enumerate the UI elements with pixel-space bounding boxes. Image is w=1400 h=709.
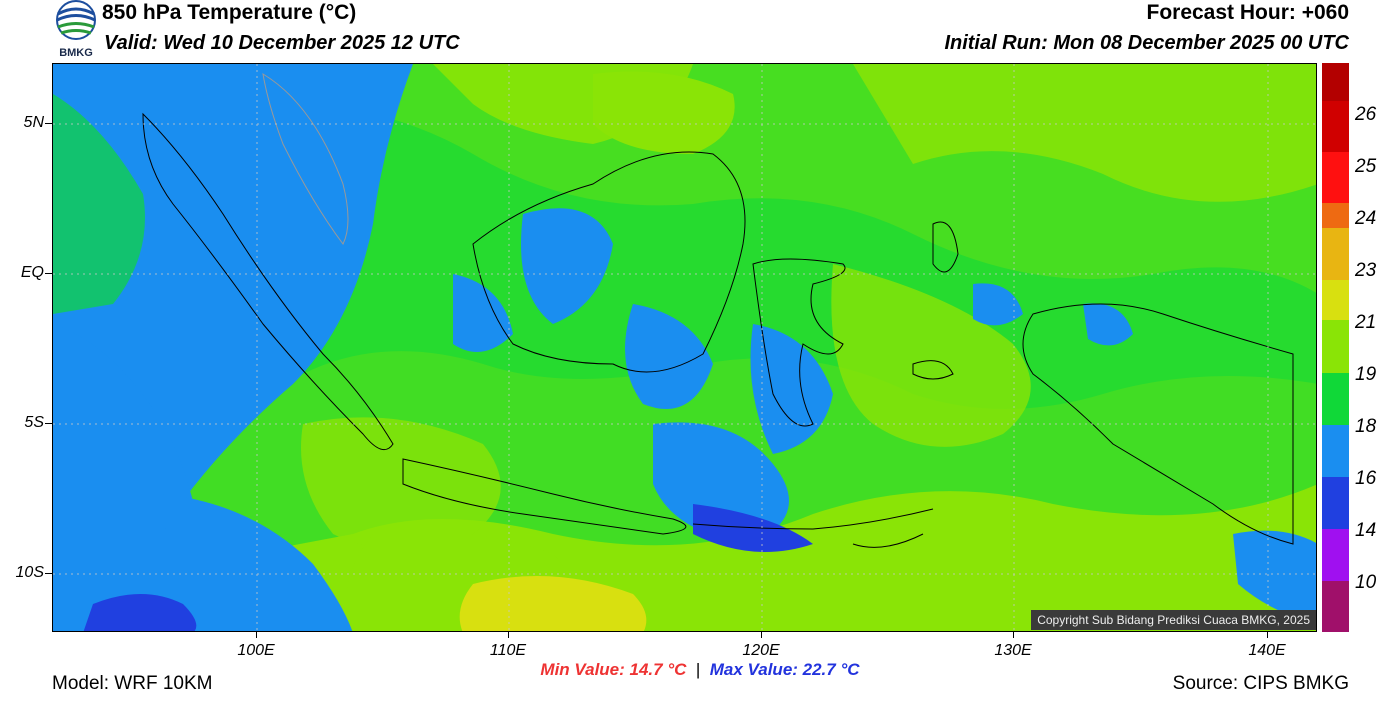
colorbar-segment	[1322, 373, 1349, 425]
colorbar-segment	[1322, 425, 1349, 477]
colorbar-label: 10	[1355, 572, 1377, 593]
colorbar-segment	[1322, 581, 1349, 632]
lon-label-100e: 100E	[237, 642, 275, 659]
temperature-map	[52, 63, 1317, 632]
lon-tick	[1267, 632, 1268, 638]
forecast-hour: Forecast Hour: +060	[1146, 1, 1350, 24]
colorbar-label: 24	[1355, 208, 1377, 229]
lat-tick	[45, 123, 52, 124]
colorbar-label: 25	[1355, 156, 1377, 177]
min-max-values: Min Value: 14.7 °C | Max Value: 22.7 °C	[0, 660, 1400, 680]
colorbar-segment	[1322, 203, 1349, 228]
min-max-separator: |	[695, 660, 701, 679]
lat-tick	[45, 273, 52, 274]
max-value-unit: °C	[840, 660, 860, 679]
colorbar	[1322, 63, 1349, 632]
lon-tick	[256, 632, 257, 638]
colorbar-label: 26	[1355, 104, 1377, 125]
colorbar-segment	[1322, 101, 1349, 152]
colorbar-segment	[1322, 529, 1349, 581]
lon-tick	[1013, 632, 1014, 638]
valid-time: Valid: Wed 10 December 2025 12 UTC	[104, 32, 460, 54]
colorbar-label: 21	[1355, 312, 1377, 333]
colorbar-label: 23	[1355, 260, 1377, 281]
lat-tick	[45, 423, 52, 424]
lat-label-eq: EQ	[20, 264, 44, 281]
colorbar-label: 16	[1355, 468, 1377, 489]
copyright-notice: Copyright Sub Bidang Prediksi Cuaca BMKG…	[1031, 610, 1316, 630]
source-name: Source: CIPS BMKG	[1172, 673, 1349, 694]
lat-label-5s: 5S	[24, 414, 44, 431]
lon-label-110e: 110E	[489, 642, 527, 659]
model-name: Model: WRF 10KM	[52, 673, 213, 694]
min-value-unit: °C	[667, 660, 687, 679]
initial-run: Initial Run: Mon 08 December 2025 00 UTC	[944, 32, 1349, 54]
colorbar-segment	[1322, 320, 1349, 373]
lat-label-5n: 5N	[23, 114, 44, 131]
min-value: Min Value: 14.7 °C	[540, 660, 686, 679]
colorbar-label: 18	[1355, 416, 1377, 437]
lon-label-130e: 130E	[994, 642, 1032, 659]
lon-label-140e: 140E	[1248, 642, 1286, 659]
colorbar-segment	[1322, 253, 1349, 280]
colorbar-segment	[1322, 63, 1349, 101]
lon-tick	[508, 632, 509, 638]
lat-label-10s: 10S	[15, 564, 44, 581]
lon-label-120e: 120E	[742, 642, 780, 659]
lon-tick	[761, 632, 762, 638]
map-title: 850 hPa Temperature (°C)	[102, 1, 357, 24]
bmkg-emblem-icon	[56, 0, 96, 40]
max-value-label: Max Value: 22.7	[709, 660, 836, 679]
lat-tick	[45, 573, 52, 574]
bmkg-logo: BMKG	[52, 0, 100, 62]
colorbar-segment	[1322, 152, 1349, 203]
colorbar-segment	[1322, 477, 1349, 529]
logo-text: BMKG	[59, 47, 93, 59]
colorbar-label: 14	[1355, 520, 1377, 541]
map-field	[53, 64, 1316, 631]
min-value-label: Min Value: 14.7	[540, 660, 663, 679]
colorbar-segment	[1322, 280, 1349, 320]
max-value: Max Value: 22.7 °C	[710, 660, 860, 679]
colorbar-label: 19	[1355, 364, 1377, 385]
colorbar-segment	[1322, 228, 1349, 253]
